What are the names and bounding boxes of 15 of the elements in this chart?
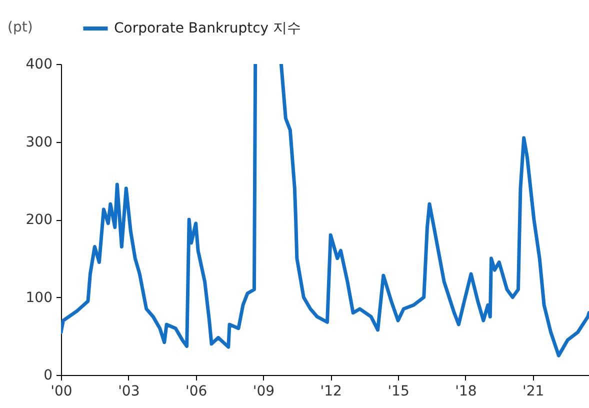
x-tick-label: '03 — [118, 384, 140, 400]
x-tick-label: '06 — [185, 384, 208, 400]
y-tick-label: 0 — [44, 368, 52, 384]
y-tick-label: 400 — [26, 56, 52, 72]
x-tick-label: '09 — [252, 384, 275, 400]
y-tick-label: 300 — [26, 134, 52, 150]
y-tick-label: 200 — [26, 212, 52, 228]
x-tick-label: '15 — [388, 384, 410, 400]
x-tick-label: '21 — [522, 384, 544, 400]
y-axis-title: (pt) — [8, 20, 33, 36]
x-tick-label: '12 — [320, 384, 342, 400]
y-tick-label: 100 — [26, 290, 52, 306]
x-tick-label: '00 — [50, 384, 72, 400]
x-tick-label: '18 — [455, 384, 477, 400]
legend-label: Corporate Bankruptcy 지수 — [114, 20, 302, 36]
